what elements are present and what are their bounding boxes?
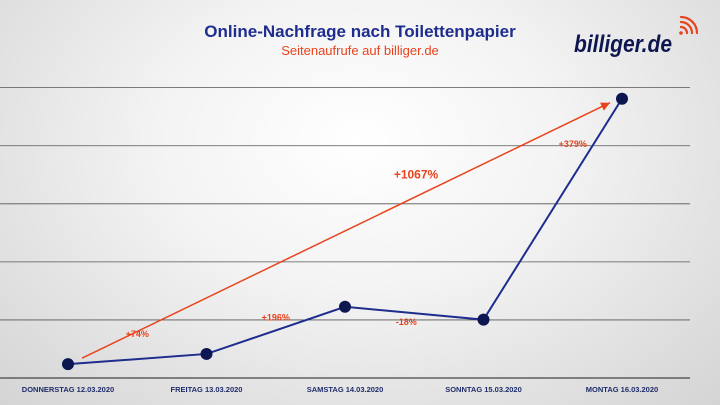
- segment-change-label: -18%: [396, 317, 417, 327]
- segment-change-label: +74%: [126, 329, 149, 339]
- signal-waves-icon: [679, 15, 699, 35]
- x-tick-label: SONNTAG 15.03.2020: [445, 385, 522, 394]
- x-tick-label: DONNERSTAG 12.03.2020: [22, 385, 114, 394]
- segment-change-label: +196%: [262, 312, 290, 322]
- data-point: [339, 300, 351, 313]
- x-tick-label: SAMSTAG 14.03.2020: [307, 385, 384, 394]
- chart-title: Online-Nachfrage nach Toilettenpapier: [204, 22, 516, 41]
- overall-change-label: +1067%: [394, 167, 439, 181]
- data-point: [477, 313, 490, 326]
- overall-change-arrow-group: +1067%: [81, 102, 611, 359]
- x-tick-label: MONTAG 16.03.2020: [586, 385, 658, 394]
- segment-labels: +74% +196% -18% +379%: [126, 139, 587, 339]
- data-point: [200, 347, 213, 360]
- data-point: [62, 358, 74, 371]
- overall-change-arrow: [81, 102, 611, 359]
- logo: billiger.de: [574, 15, 699, 58]
- series-group: [62, 92, 628, 371]
- x-axis-tick-labels: DONNERSTAG 12.03.2020 FREITAG 13.03.2020 S…: [22, 385, 658, 394]
- segment-change-label: +379%: [559, 139, 587, 149]
- chart-subtitle: Seitenaufrufe auf billiger.de: [281, 43, 439, 58]
- logo-wordmark: billiger.de: [574, 31, 672, 58]
- gridlines: [0, 87, 690, 379]
- data-point: [616, 92, 628, 105]
- x-tick-label: FREITAG 13.03.2020: [171, 385, 243, 394]
